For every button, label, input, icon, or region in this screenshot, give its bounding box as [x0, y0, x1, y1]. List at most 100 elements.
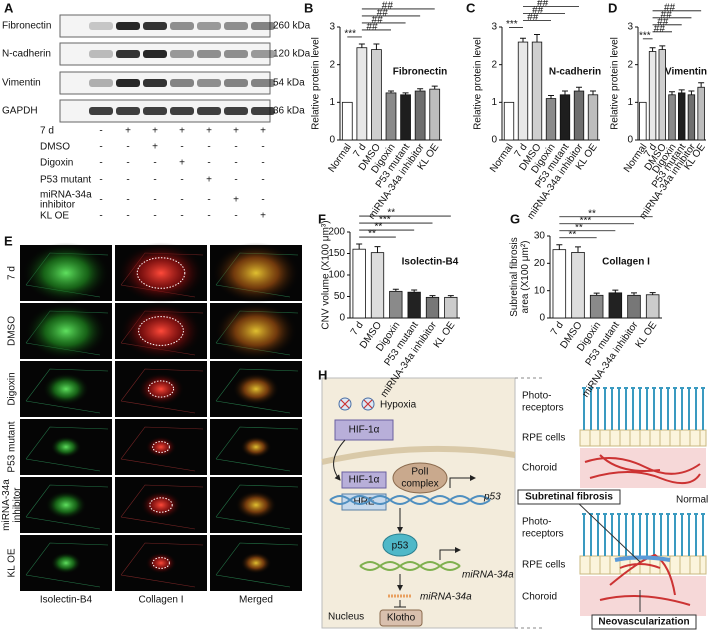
dna — [359, 561, 461, 571]
hre-label: HRE — [353, 497, 374, 508]
chart-title: Vimentin — [665, 67, 707, 78]
row-label: Digoxin — [7, 372, 18, 405]
sig-label: ** — [368, 229, 376, 240]
sign: - — [180, 142, 183, 153]
chart-title: N-cadherin — [549, 67, 601, 78]
x-tick-label: Normal — [488, 142, 515, 175]
bar — [429, 88, 441, 141]
sign: - — [207, 211, 210, 222]
band — [251, 50, 275, 58]
error-bar — [411, 289, 418, 293]
band — [89, 22, 113, 30]
pol-complex — [392, 462, 448, 494]
signal — [214, 302, 298, 360]
band — [224, 50, 248, 58]
panel-label: A — [4, 0, 14, 15]
y-tick-label: 150 — [328, 248, 345, 259]
mechanism-diagram: Hypoxia HIF-1α HIF-1α HRE PolI complex p… — [321, 377, 708, 630]
arrow — [333, 439, 346, 481]
band — [197, 107, 221, 115]
signal — [50, 436, 82, 458]
error-bar — [556, 244, 563, 250]
bar — [668, 94, 676, 141]
sig-label: ## — [654, 23, 666, 34]
p53-protein — [382, 533, 418, 557]
bar — [645, 294, 660, 319]
sig-label: ## — [661, 9, 673, 20]
row-label: KL OE — [7, 548, 18, 577]
vessels — [584, 454, 701, 485]
bar — [444, 296, 458, 319]
panel-label: B — [304, 0, 313, 15]
panel-label: C — [466, 0, 476, 15]
bar — [545, 98, 557, 141]
band — [251, 107, 275, 115]
sign: + — [179, 158, 185, 169]
klotho-box — [379, 609, 423, 627]
sign: + — [152, 142, 158, 153]
error-bar — [576, 86, 582, 92]
y-tick-label: 0 — [539, 313, 545, 324]
sign: - — [126, 158, 129, 169]
label-box — [517, 489, 621, 505]
bar — [571, 251, 585, 319]
sign: - — [261, 175, 264, 186]
sig-label: ** — [387, 208, 395, 219]
chart-title: Isolectin-B4 — [402, 257, 459, 268]
sign: - — [126, 175, 129, 186]
sign: - — [99, 126, 102, 137]
sig-label: *** — [506, 19, 518, 30]
normal-retina — [579, 387, 707, 488]
y-tick-label: 100 — [328, 270, 345, 281]
sig-label: ** — [569, 229, 577, 240]
size-label: 36 kDa — [273, 106, 305, 117]
sig-label: *** — [344, 29, 356, 40]
label-box — [591, 614, 697, 630]
error-bar — [374, 246, 381, 253]
y-tick-label: 3 — [491, 22, 497, 33]
layer-label: receptors — [522, 403, 564, 414]
sign: - — [153, 158, 156, 169]
error-bar — [698, 82, 705, 88]
grid-box — [120, 484, 204, 530]
signal — [145, 552, 177, 574]
y-tick-label: 2 — [329, 59, 335, 70]
inhibition — [394, 600, 406, 608]
bar — [639, 101, 647, 141]
bar — [552, 249, 567, 319]
error-bar — [429, 295, 436, 298]
error-bar — [593, 292, 600, 296]
sign: - — [126, 195, 129, 206]
protein-label: GAPDH — [2, 106, 38, 117]
photoreceptors — [582, 387, 705, 430]
y-axis-label: area (X100 μm²) — [520, 240, 531, 313]
sign: - — [126, 211, 129, 222]
band — [197, 50, 221, 58]
y-tick-label: 30 — [534, 231, 546, 242]
sig-label: ## — [372, 15, 384, 26]
layer-label: RPE cells — [522, 560, 565, 571]
nucleus-label: Nucleus — [328, 612, 364, 623]
signal — [240, 552, 272, 574]
error-bar — [358, 43, 365, 48]
panel-label: G — [510, 211, 520, 226]
x-tick-label: Normal — [622, 142, 649, 175]
band — [116, 22, 140, 30]
signal — [42, 372, 90, 406]
sig-label: ## — [664, 2, 676, 13]
x-tick-label: Normal — [326, 142, 353, 175]
y-tick-label: 200 — [328, 227, 345, 238]
signal — [235, 490, 277, 520]
sign: + — [206, 126, 212, 137]
sign: - — [180, 211, 183, 222]
lesion-outline — [138, 316, 184, 346]
bar — [587, 94, 599, 141]
protein-label: Vimentin — [2, 78, 41, 89]
bar — [407, 291, 421, 319]
row-label: miRNA-34a — [1, 479, 12, 531]
error-bar — [669, 91, 675, 95]
y-tick-label: 1 — [627, 97, 633, 108]
y-tick-label: 0 — [329, 135, 335, 146]
protein-label: N-cadherin — [2, 49, 51, 60]
band — [251, 22, 275, 30]
